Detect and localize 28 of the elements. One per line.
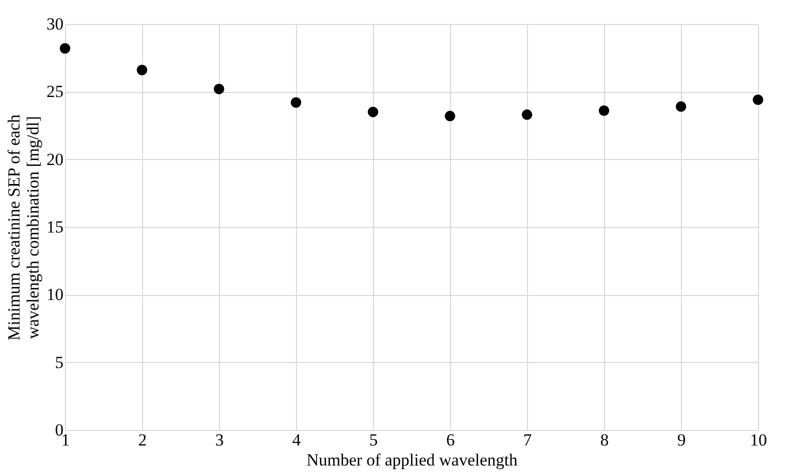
point — [214, 84, 224, 94]
x-tick-label: 5 — [369, 430, 378, 450]
y-tick-label: 10 — [46, 285, 64, 304]
x-tick-label: 9 — [677, 430, 686, 450]
point — [136, 64, 148, 76]
y-tick-label: 20 — [46, 150, 64, 169]
x-tick-label: 3 — [215, 430, 224, 450]
x-tick-label: 2 — [138, 430, 147, 450]
y-tick-label: 0 — [55, 420, 64, 440]
y-tick-label: 25 — [46, 82, 64, 102]
point — [290, 97, 302, 108]
x-tick-label: 4 — [292, 430, 302, 450]
point — [598, 105, 610, 116]
y-tick-label: 15 — [46, 218, 64, 236]
point — [368, 106, 378, 118]
y-tick-label: 30 — [46, 14, 64, 34]
y-axis-title: Minimum creatinine SEP of each wavelength combination [mg/dl] — [4, 114, 42, 340]
x-tick-label: 8 — [600, 430, 609, 450]
point — [522, 109, 532, 120]
point — [60, 43, 70, 54]
point — [676, 101, 686, 112]
point — [444, 110, 456, 122]
x-tick-label: 7 — [523, 430, 532, 450]
x-tick-label: 10 — [750, 430, 767, 450]
point — [752, 94, 764, 106]
x-axis-title: Number of applied wavelength — [306, 450, 518, 470]
y-tick-label: 5 — [55, 352, 64, 372]
x-tick-label: 6 — [446, 430, 455, 450]
